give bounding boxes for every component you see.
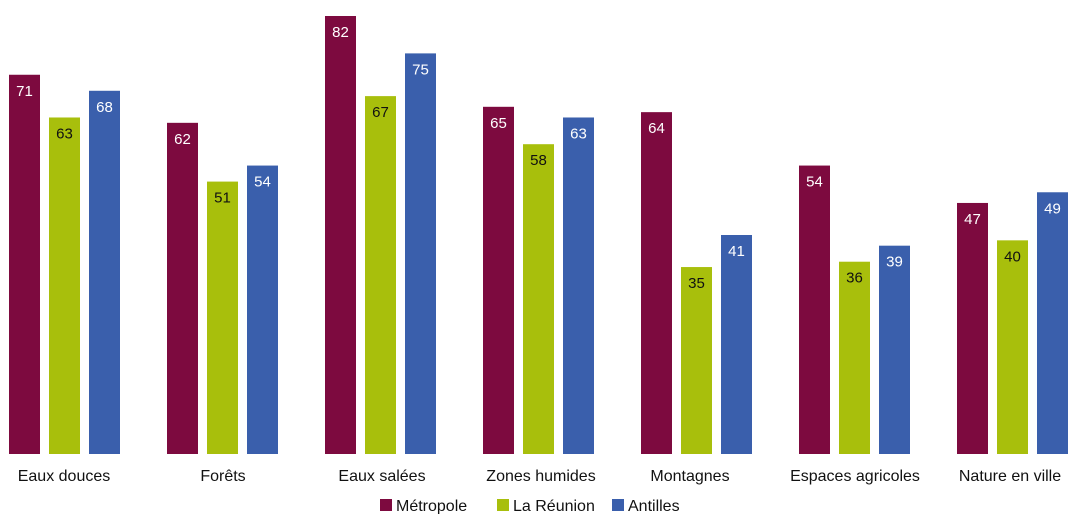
legend-label: Antilles bbox=[628, 498, 680, 514]
category-label: Montagnes bbox=[650, 468, 729, 485]
bar bbox=[49, 117, 80, 455]
legend: Métropole La Réunion Antilles bbox=[380, 498, 680, 514]
bar-value-label: 65 bbox=[490, 115, 507, 132]
category-label: Eaux douces bbox=[18, 468, 111, 485]
bar bbox=[563, 117, 594, 455]
bar-value-label: 36 bbox=[846, 270, 863, 287]
legend-swatch bbox=[612, 499, 624, 511]
bar-value-label: 58 bbox=[530, 152, 547, 169]
bar bbox=[721, 235, 752, 454]
category-labels: Eaux douces Forêts Eaux salées Zones humide… bbox=[18, 468, 1061, 485]
bar-value-label: 54 bbox=[254, 174, 271, 191]
legend-label: La Réunion bbox=[513, 498, 595, 514]
bar-value-label: 49 bbox=[1044, 200, 1061, 217]
bar bbox=[997, 240, 1028, 454]
bar bbox=[9, 74, 40, 454]
bar bbox=[247, 165, 278, 454]
bar bbox=[839, 261, 870, 454]
bar bbox=[167, 122, 198, 454]
legend-swatch bbox=[497, 499, 509, 511]
bar bbox=[879, 245, 910, 454]
bar bbox=[957, 202, 988, 454]
bar-value-labels: 71 63 68 62 51 54 82 67 75 65 58 63 64 35 41 54 36 39 47 40… bbox=[16, 24, 1061, 292]
bar-value-label: 40 bbox=[1004, 248, 1021, 265]
bar bbox=[523, 144, 554, 454]
bar-value-label: 62 bbox=[174, 131, 191, 148]
bar bbox=[681, 267, 712, 454]
legend-swatch bbox=[380, 499, 392, 511]
bar-value-label: 41 bbox=[728, 243, 745, 260]
bar bbox=[1037, 192, 1068, 454]
bar-value-label: 54 bbox=[806, 174, 823, 191]
bar bbox=[207, 181, 238, 454]
bar bbox=[325, 16, 356, 454]
bar-value-label: 51 bbox=[214, 190, 231, 207]
bar-value-label: 63 bbox=[570, 125, 587, 142]
bar-value-label: 35 bbox=[688, 275, 705, 292]
bar-value-label: 67 bbox=[372, 104, 389, 121]
category-label: Eaux salées bbox=[338, 468, 425, 485]
category-label: Espaces agricoles bbox=[790, 468, 920, 485]
bar bbox=[799, 165, 830, 454]
bar bbox=[405, 53, 436, 454]
bar-value-label: 82 bbox=[332, 24, 349, 41]
category-label: Zones humides bbox=[486, 468, 595, 485]
bar bbox=[641, 112, 672, 455]
bar-value-label: 39 bbox=[886, 254, 903, 271]
bar-value-label: 64 bbox=[648, 120, 665, 137]
legend-label: Métropole bbox=[396, 498, 467, 514]
bar-value-label: 71 bbox=[16, 83, 33, 100]
bar-value-label: 47 bbox=[964, 211, 981, 228]
bars-group bbox=[9, 16, 1068, 455]
bar bbox=[89, 90, 120, 454]
bar bbox=[483, 106, 514, 455]
bar-value-label: 63 bbox=[56, 125, 73, 142]
category-label: Nature en ville bbox=[959, 468, 1061, 485]
category-label: Forêts bbox=[200, 468, 245, 485]
bar-value-label: 75 bbox=[412, 61, 429, 78]
bar bbox=[365, 96, 396, 454]
bar-value-label: 68 bbox=[96, 99, 113, 116]
